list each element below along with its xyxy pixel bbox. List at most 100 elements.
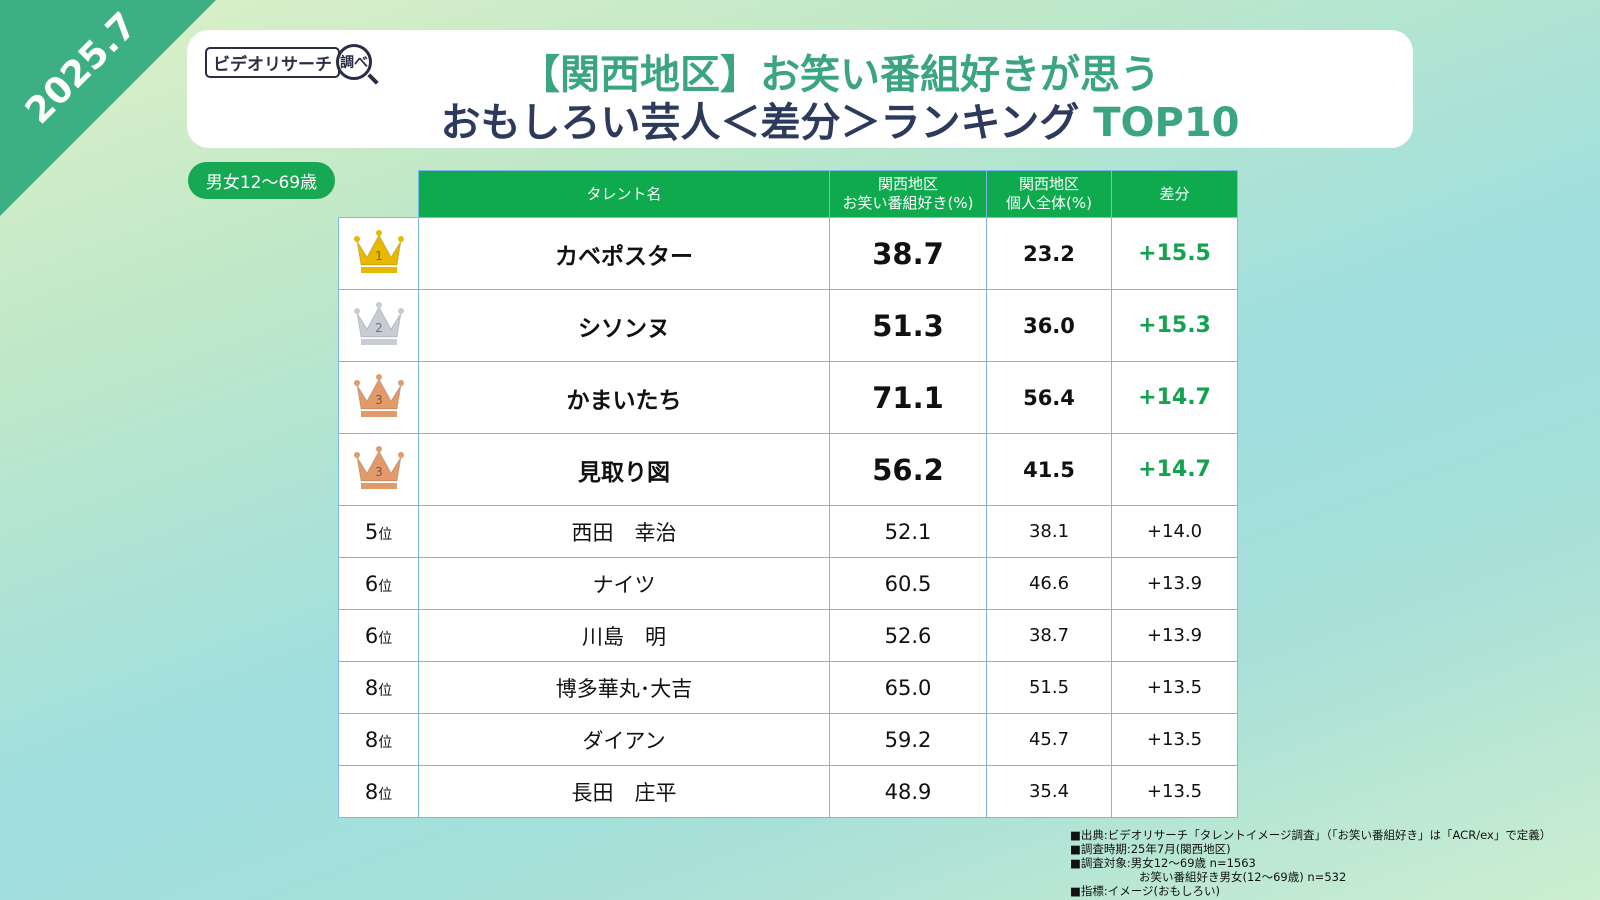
column-header: 関西地区 個人全体(%) [986,170,1112,218]
page-title-line1: 【関西地区】お笑い番組好きが思う [520,52,1160,98]
rank-header [338,170,419,218]
comedy-fan-percent: 51.3 [829,289,987,362]
rank-cell: 6位 [338,557,419,610]
column-header: 差分 [1111,170,1238,218]
table-row: 1 カベポスター 38.7 23.2 +15.5 [338,217,1238,290]
rank-suffix: 位 [378,682,393,699]
difference: +13.5 [1111,713,1238,766]
column-header-line: お笑い番組好き(%) [842,194,974,212]
rank-number: 8 [364,779,379,804]
crown-icon: 2 [353,302,404,345]
rank-cell: 3 [338,361,419,434]
all-individuals-percent: 35.4 [986,765,1112,818]
rank-cell: 8位 [338,713,419,766]
crown-icon: 3 [353,446,404,489]
talent-name: ダイアン [418,713,830,766]
source-notes: ■出典:ビデオリサーチ「タレントイメージ調査」（「お笑い番組好き」は「ACR/e… [1070,828,1551,898]
comedy-fan-percent: 71.1 [829,361,987,434]
column-header-line: 関西地区 [1018,175,1079,193]
rank-suffix: 位 [378,630,393,647]
ranking-table: タレント名 関西地区 お笑い番組好き(%) 関西地区 個人全体(%) 差分 1 カベポスタ… [338,170,1238,818]
all-individuals-percent: 41.5 [986,433,1112,506]
all-individuals-percent: 46.6 [986,557,1112,610]
rank-number: 6 [364,623,379,648]
rank-number: 8 [364,727,379,752]
all-individuals-percent: 38.7 [986,609,1112,662]
all-individuals-percent: 51.5 [986,661,1112,714]
comedy-fan-percent: 52.6 [829,609,987,662]
column-header-line: 個人全体(%) [1006,194,1092,212]
table-row: 8位 ダイアン 59.2 45.7 +13.5 [338,713,1238,766]
table-row: 3 かまいたち 71.1 56.4 +14.7 [338,361,1238,434]
rank-suffix: 位 [378,578,393,595]
difference: +13.5 [1111,661,1238,714]
rank-suffix: 位 [378,734,393,751]
talent-name: 長田 庄平 [418,765,830,818]
note-line: ■指標:イメージ(おもしろい) [1070,884,1220,898]
comedy-fan-percent: 52.1 [829,505,987,558]
comedy-fan-percent: 60.5 [829,557,987,610]
crown-icon: 3 [353,374,404,417]
column-header: 関西地区 お笑い番組好き(%) [829,170,987,218]
difference: +13.9 [1111,609,1238,662]
comedy-fan-percent: 38.7 [829,217,987,290]
talent-name: 川島 明 [418,609,830,662]
talent-name: 見取り図 [418,433,830,506]
rank-cell: 3 [338,433,419,506]
table-row: 6位 川島 明 52.6 38.7 +13.9 [338,609,1238,662]
note-line: ■調査対象:男女12～69歳 n=1563 [1070,856,1256,870]
note-line: ■調査時期:25年7月(関西地区) [1070,842,1231,856]
video-research-logo: ビデオリサーチ 調べ [205,44,372,80]
comedy-fan-percent: 56.2 [829,433,987,506]
svg-text:3: 3 [375,393,383,407]
difference: +13.9 [1111,557,1238,610]
difference: +15.5 [1111,217,1238,290]
all-individuals-percent: 56.4 [986,361,1112,434]
page-title-line2: おもしろい芸人＜差分＞ランキング TOP10 [187,90,1413,148]
talent-name: かまいたち [418,361,830,434]
rank-number: 6 [364,571,379,596]
difference: +15.3 [1111,289,1238,362]
rank-cell: 6位 [338,609,419,662]
difference: +14.0 [1111,505,1238,558]
all-individuals-percent: 23.2 [986,217,1112,290]
difference: +14.7 [1111,433,1238,506]
rank-cell: 8位 [338,661,419,714]
note-line: ■出典:ビデオリサーチ「タレントイメージ調査」（「お笑い番組好き」は「ACR/e… [1070,828,1552,842]
comedy-fan-percent: 48.9 [829,765,987,818]
rank-cell: 5位 [338,505,419,558]
svg-text:1: 1 [375,249,383,263]
segment-badge: 男女12～69歳 [188,162,335,199]
magnifier-icon: 調べ [336,44,372,80]
rank-number: 5 [364,519,379,544]
table-row: 6位 ナイツ 60.5 46.6 +13.9 [338,557,1238,610]
rank-suffix: 位 [378,786,393,803]
rank-suffix: 位 [378,526,393,543]
comedy-fan-percent: 59.2 [829,713,987,766]
difference: +14.7 [1111,361,1238,434]
title-card: ビデオリサーチ 調べ 【関西地区】お笑い番組好きが思う おもしろい芸人＜差分＞ラ… [187,30,1413,148]
rank-number: 8 [364,675,379,700]
column-header-line: 関西地区 [877,175,938,193]
talent-name: ナイツ [418,557,830,610]
comedy-fan-percent: 65.0 [829,661,987,714]
svg-text:2: 2 [375,321,383,335]
talent-name: カベポスター [418,217,830,290]
talent-name: シソンヌ [418,289,830,362]
column-header-line: タレント名 [586,184,662,203]
note-line: お笑い番組好き男女(12～69歳) n=532 [1070,870,1347,884]
table-row: 3 見取り図 56.2 41.5 +14.7 [338,433,1238,506]
column-header: タレント名 [418,170,830,218]
table-row: 5位 西田 幸治 52.1 38.1 +14.0 [338,505,1238,558]
title-main: おもしろい芸人＜差分＞ランキング [440,100,1080,146]
column-header-line: 差分 [1159,184,1190,203]
talent-name: 西田 幸治 [418,505,830,558]
rank-cell: 8位 [338,765,419,818]
table-row: 8位 長田 庄平 48.9 35.4 +13.5 [338,765,1238,818]
table-row: 8位 博多華丸･大吉 65.0 51.5 +13.5 [338,661,1238,714]
svg-text:3: 3 [375,465,383,479]
difference: +13.5 [1111,765,1238,818]
rank-cell: 2 [338,289,419,362]
title-accent: TOP10 [1093,100,1240,146]
all-individuals-percent: 45.7 [986,713,1112,766]
